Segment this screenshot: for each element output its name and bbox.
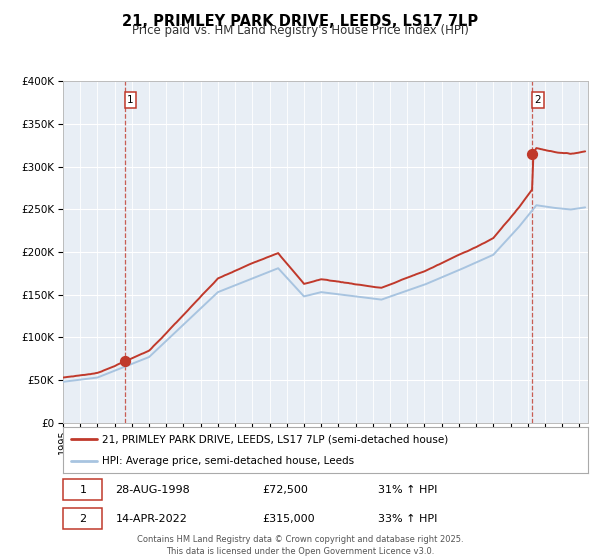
Text: Contains HM Land Registry data © Crown copyright and database right 2025.
This d: Contains HM Land Registry data © Crown c…: [137, 535, 463, 556]
Text: 21, PRIMLEY PARK DRIVE, LEEDS, LS17 7LP: 21, PRIMLEY PARK DRIVE, LEEDS, LS17 7LP: [122, 14, 478, 29]
Point: [527, 150, 537, 158]
Text: 1: 1: [79, 485, 86, 494]
Text: £72,500: £72,500: [263, 485, 308, 494]
Text: 14-APR-2022: 14-APR-2022: [115, 514, 187, 524]
Point: [120, 356, 130, 365]
Text: 1: 1: [127, 95, 134, 105]
Text: 2: 2: [535, 95, 541, 105]
FancyBboxPatch shape: [63, 508, 103, 529]
Text: £315,000: £315,000: [263, 514, 315, 524]
Text: HPI: Average price, semi-detached house, Leeds: HPI: Average price, semi-detached house,…: [103, 456, 355, 466]
Text: Price paid vs. HM Land Registry's House Price Index (HPI): Price paid vs. HM Land Registry's House …: [131, 24, 469, 37]
Text: 33% ↑ HPI: 33% ↑ HPI: [378, 514, 437, 524]
Text: 28-AUG-1998: 28-AUG-1998: [115, 485, 190, 494]
FancyBboxPatch shape: [63, 479, 103, 500]
Text: 31% ↑ HPI: 31% ↑ HPI: [378, 485, 437, 494]
Text: 21, PRIMLEY PARK DRIVE, LEEDS, LS17 7LP (semi-detached house): 21, PRIMLEY PARK DRIVE, LEEDS, LS17 7LP …: [103, 434, 449, 444]
Text: 2: 2: [79, 514, 86, 524]
